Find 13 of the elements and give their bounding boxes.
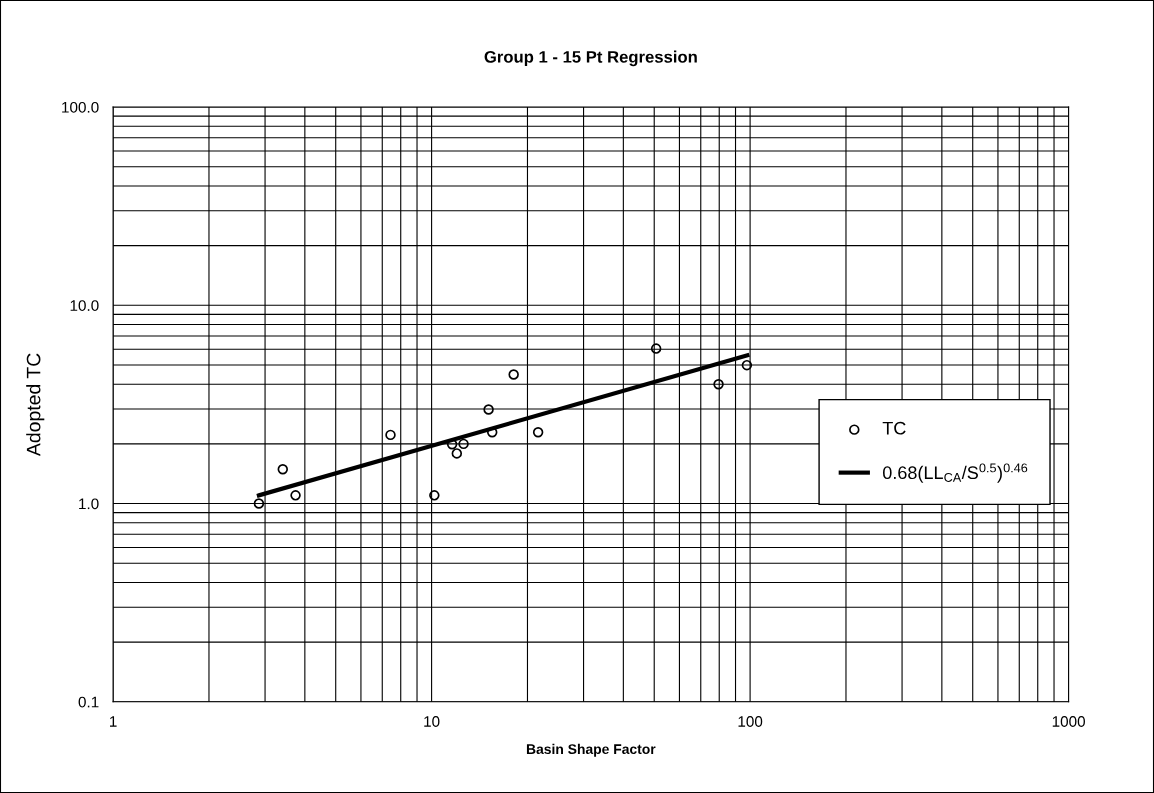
- x-tick-label: 1: [110, 716, 117, 727]
- y-axis-title: Adopted TC: [26, 353, 45, 457]
- y-tick-label: 10.0: [70, 300, 99, 311]
- y-tick-label: 1.0: [79, 498, 99, 510]
- y-tick-label: 100.0: [62, 101, 99, 113]
- legend-label: 0.68(LL$_{CA}$/S$^{0.5}$)$^{0.46}$: [882, 463, 1028, 483]
- x-tick-label: 1000: [1052, 716, 1085, 727]
- x-tick-label: 100: [738, 716, 763, 727]
- x-axis-title: Basin Shape Factor: [526, 743, 656, 757]
- y-tick-label: 0.1: [78, 696, 99, 708]
- legend-label: TC: [882, 421, 906, 435]
- x-tick-label: 10: [424, 716, 440, 727]
- chart-title: Group 1 - 15 Pt Regression: [484, 50, 697, 67]
